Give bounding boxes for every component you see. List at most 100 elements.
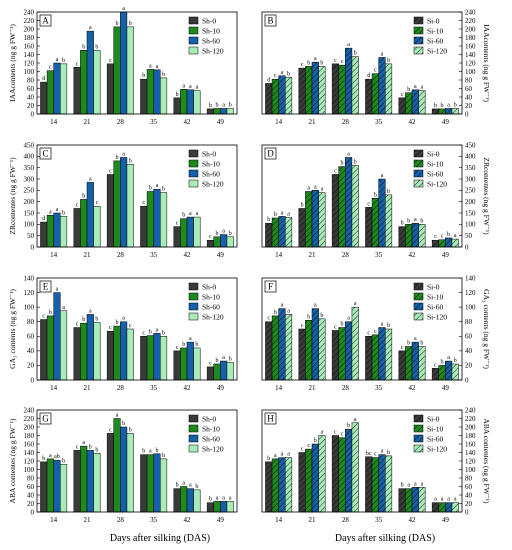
bar-hatch bbox=[338, 437, 346, 512]
plot-frame bbox=[261, 11, 463, 115]
bar bbox=[146, 191, 154, 248]
significance-letter: a bbox=[414, 217, 417, 223]
y-tick-label: 220 bbox=[465, 17, 476, 25]
x-tick-label: 42 bbox=[184, 118, 192, 126]
bar bbox=[113, 160, 121, 248]
significance-letter: b bbox=[387, 323, 390, 329]
legend-label: Si-0 bbox=[427, 414, 440, 423]
x-tick-label: 49 bbox=[442, 384, 450, 392]
x-tick-label: 42 bbox=[184, 251, 192, 259]
bar bbox=[226, 501, 234, 513]
bar-hatch bbox=[418, 346, 426, 380]
legend-label: Si-60 bbox=[427, 169, 444, 178]
significance-letter: c bbox=[109, 58, 112, 64]
bar bbox=[173, 97, 181, 115]
bar-hatch bbox=[338, 327, 346, 380]
significance-letter: a bbox=[314, 303, 317, 309]
legend-label: Si-120 bbox=[427, 444, 447, 453]
significance-letter: c bbox=[367, 201, 370, 207]
bar-hatch bbox=[305, 449, 312, 512]
significance-letter: b bbox=[129, 427, 132, 433]
significance-letter: b bbox=[274, 310, 277, 316]
significance-letter: b bbox=[82, 44, 85, 50]
y-tick-label: 120 bbox=[465, 457, 476, 465]
bar bbox=[213, 363, 221, 381]
legend-label: Sh-10 bbox=[202, 424, 220, 433]
panel-label-box bbox=[264, 412, 277, 425]
significance-letter: a bbox=[216, 495, 219, 501]
x-tick-label: 21 bbox=[309, 251, 317, 259]
legend-label: Si-0 bbox=[427, 16, 440, 25]
panel-label: C bbox=[42, 149, 48, 159]
bar bbox=[146, 69, 154, 115]
significance-letter: a bbox=[421, 85, 424, 91]
significance-letter: a bbox=[381, 51, 384, 57]
bar-hatch bbox=[332, 330, 339, 380]
bar-hatch bbox=[338, 166, 346, 247]
bar-hatch bbox=[412, 342, 419, 380]
y-tick-label: 60 bbox=[27, 333, 35, 341]
legend-label: Sh-0 bbox=[202, 16, 216, 25]
legend-swatch bbox=[188, 424, 199, 433]
significance-letter: b bbox=[307, 60, 310, 66]
y-tick-label: 40 bbox=[27, 491, 35, 499]
significance-letter: a bbox=[189, 336, 192, 342]
x-tick-label: 21 bbox=[84, 384, 92, 392]
y-tick-label: 200 bbox=[24, 423, 35, 431]
bar-hatch bbox=[272, 79, 279, 114]
significance-letter: c bbox=[434, 234, 437, 240]
bar-hatch bbox=[332, 435, 339, 512]
bar-hatch bbox=[285, 314, 292, 380]
bar-hatch bbox=[365, 456, 373, 512]
bar-hatch bbox=[272, 458, 279, 512]
legend-swatch bbox=[188, 169, 199, 178]
significance-letter: a bbox=[381, 173, 384, 179]
y-tick-label: 20 bbox=[465, 102, 473, 110]
significance-letter: b bbox=[129, 21, 132, 27]
panel-label: D bbox=[267, 149, 274, 159]
significance-letter: a bbox=[189, 483, 192, 489]
y-tick-label: 150 bbox=[24, 209, 35, 217]
legend-label: Sh-0 bbox=[202, 282, 216, 291]
bar bbox=[106, 174, 114, 248]
bar-hatch bbox=[398, 226, 406, 247]
significance-letter: c bbox=[334, 324, 337, 330]
significance-letter: c bbox=[76, 444, 79, 450]
x-tick-label: 42 bbox=[409, 516, 417, 524]
significance-letter: a bbox=[56, 287, 59, 293]
significance-letter: c bbox=[334, 58, 337, 64]
legend-label: Si-60 bbox=[427, 302, 444, 311]
y-tick-label: 80 bbox=[27, 474, 35, 482]
panel-label-box bbox=[39, 14, 52, 27]
significance-letter: c bbox=[96, 200, 99, 206]
bar-hatch bbox=[405, 488, 412, 512]
legend-swatch bbox=[188, 26, 199, 35]
plot-frame bbox=[261, 409, 463, 513]
bar bbox=[193, 216, 201, 248]
legend-label: Sh-120 bbox=[202, 444, 224, 453]
significance-letter: a bbox=[381, 449, 384, 455]
significance-letter: b bbox=[162, 187, 165, 193]
legend-label: Si-10 bbox=[427, 424, 444, 433]
x-tick-label: 14 bbox=[275, 516, 283, 524]
significance-letter: bc bbox=[366, 451, 372, 457]
significance-letter: a bbox=[222, 355, 225, 361]
significance-letter: b bbox=[142, 449, 145, 455]
significance-letter: b bbox=[49, 310, 52, 316]
y-tick-label: 240 bbox=[24, 8, 35, 16]
bar-hatch bbox=[385, 194, 392, 247]
bar-hatch bbox=[445, 108, 452, 114]
x-tick-label: 28 bbox=[342, 384, 350, 392]
legend-swatch bbox=[188, 46, 199, 55]
significance-letter: b bbox=[454, 358, 457, 364]
significance-letter: a bbox=[421, 481, 424, 487]
bar-hatch bbox=[438, 365, 446, 380]
y-tick-label: 80 bbox=[465, 318, 473, 326]
bar-hatch bbox=[298, 68, 306, 114]
y-tick-label: 40 bbox=[27, 347, 35, 355]
legend-swatch-hatch bbox=[414, 445, 423, 452]
y-tick-label: 300 bbox=[465, 175, 476, 183]
bar bbox=[173, 226, 181, 248]
plot-frame bbox=[261, 144, 463, 248]
bar bbox=[186, 341, 194, 381]
